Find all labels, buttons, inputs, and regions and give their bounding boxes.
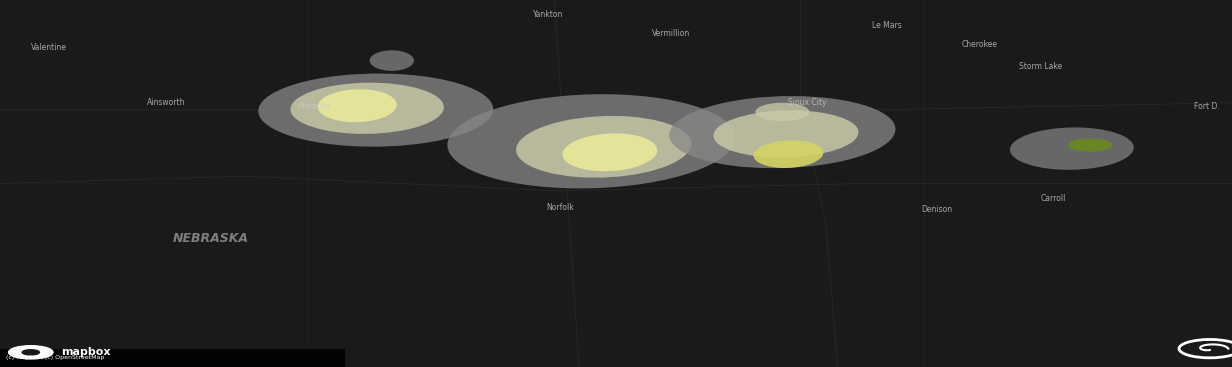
Text: Fort D.: Fort D.	[1195, 102, 1220, 111]
Text: Atkinson: Atkinson	[297, 102, 331, 111]
Text: Valentine: Valentine	[31, 43, 68, 52]
Text: Norfolk: Norfolk	[547, 203, 574, 212]
Text: Denison: Denison	[920, 205, 952, 214]
Text: Carroll: Carroll	[1041, 194, 1066, 203]
Circle shape	[9, 346, 53, 359]
Ellipse shape	[370, 50, 414, 71]
Text: Ainsworth: Ainsworth	[147, 98, 186, 107]
Bar	[0, 338, 160, 367]
Ellipse shape	[291, 83, 444, 134]
Text: Yankton: Yankton	[533, 10, 563, 19]
Text: Le Mars: Le Mars	[872, 21, 902, 30]
Text: Storm Lake: Storm Lake	[1019, 62, 1063, 70]
Ellipse shape	[1068, 138, 1112, 152]
Ellipse shape	[1010, 127, 1133, 170]
Text: Cherokee: Cherokee	[961, 40, 998, 48]
Ellipse shape	[259, 73, 493, 147]
Text: NEBRASKA: NEBRASKA	[172, 232, 249, 245]
Text: Sioux City: Sioux City	[787, 98, 827, 107]
Ellipse shape	[713, 110, 859, 157]
Circle shape	[22, 350, 39, 355]
Bar	[0, 349, 345, 367]
Text: Vermillion: Vermillion	[652, 29, 691, 37]
Ellipse shape	[563, 133, 657, 171]
Ellipse shape	[516, 116, 691, 178]
Ellipse shape	[755, 103, 809, 121]
Text: mapbox: mapbox	[62, 347, 111, 357]
Text: (c) Mapbox, (c) OpenStreetMap: (c) Mapbox, (c) OpenStreetMap	[6, 355, 105, 360]
Ellipse shape	[669, 96, 896, 168]
Ellipse shape	[318, 89, 397, 122]
Ellipse shape	[754, 140, 823, 168]
Ellipse shape	[447, 94, 736, 188]
